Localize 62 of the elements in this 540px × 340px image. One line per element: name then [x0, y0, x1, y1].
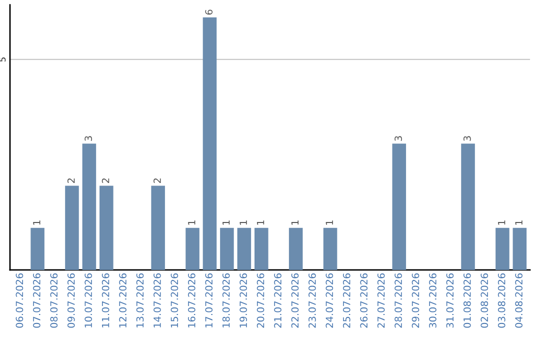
x-tick-label: 20.07.2026 [256, 273, 264, 328]
x-tick-label: 04.08.2026 [515, 273, 522, 328]
x-tick-label: 03.08.2026 [498, 273, 506, 328]
data-label: 2 [154, 178, 161, 183]
x-tick-label: 12.07.2026 [119, 273, 126, 328]
x-tick-label: 15.07.2026 [170, 273, 178, 328]
bar [30, 228, 44, 270]
bar [254, 228, 268, 270]
bar [496, 228, 510, 270]
bar [65, 186, 79, 270]
data-label: 1 [256, 220, 264, 225]
bar [392, 144, 406, 270]
bar [512, 228, 527, 270]
x-tick-label: 11.07.2026 [102, 273, 110, 328]
data-label: 1 [188, 220, 196, 225]
x-tick-label: 31.07.2026 [446, 273, 454, 328]
bar [461, 144, 475, 270]
x-tick-label: 21.07.2026 [274, 273, 282, 328]
x-tick-label: 30.07.2026 [429, 273, 436, 328]
bar [237, 228, 252, 270]
data-label: 3 [84, 136, 92, 141]
bar [82, 144, 96, 270]
x-tick-label: 24.07.2026 [326, 273, 334, 328]
bar [100, 186, 114, 270]
bar [186, 228, 200, 270]
data-label: 1 [222, 220, 230, 225]
data-label: 3 [463, 136, 471, 141]
bar [220, 228, 234, 270]
x-tick-label: 02.08.2026 [480, 273, 488, 328]
data-label: 1 [326, 220, 333, 225]
x-tick-label: 29.07.2026 [412, 273, 420, 328]
x-tick-label: 26.07.2026 [360, 273, 368, 328]
data-label: 6 [205, 10, 213, 15]
x-tick-label: 06.07.2026 [16, 273, 24, 328]
data-label: 1 [291, 220, 299, 225]
bar [323, 228, 338, 270]
data-label: 2 [67, 178, 75, 183]
x-tick-label: 27.07.2026 [377, 273, 385, 328]
data-label: 1 [498, 220, 506, 225]
x-tick-label: 28.07.2026 [394, 273, 402, 328]
x-tick-label: 01.08.2026 [463, 273, 471, 328]
data-label: 3 [394, 136, 402, 141]
data-label: 1 [240, 220, 247, 225]
x-tick-label: 16.07.2026 [188, 273, 196, 328]
x-tick-label: 18.07.2026 [222, 273, 230, 328]
x-tick-label: 08.07.2026 [50, 273, 58, 328]
bar [151, 186, 165, 270]
x-tick-label: 09.07.2026 [67, 273, 75, 328]
x-tick-label: 17.07.2026 [205, 273, 213, 328]
x-tick-label: 14.07.2026 [154, 273, 161, 328]
data-label: 1 [33, 220, 40, 225]
x-tick-label: 22.07.2026 [291, 273, 299, 328]
bar [288, 228, 303, 270]
x-tick-label: 10.07.2026 [84, 273, 92, 328]
x-tick-label: 07.07.2026 [33, 273, 40, 328]
x-tick-label: 13.07.2026 [136, 273, 144, 328]
x-tick-label: 19.07.2026 [240, 273, 247, 328]
data-label: 2 [102, 178, 110, 183]
data-label: 1 [515, 220, 522, 225]
x-tick-label: 25.07.2026 [342, 273, 350, 328]
x-tick-label: 23.07.2026 [308, 273, 316, 328]
bar [202, 17, 217, 270]
